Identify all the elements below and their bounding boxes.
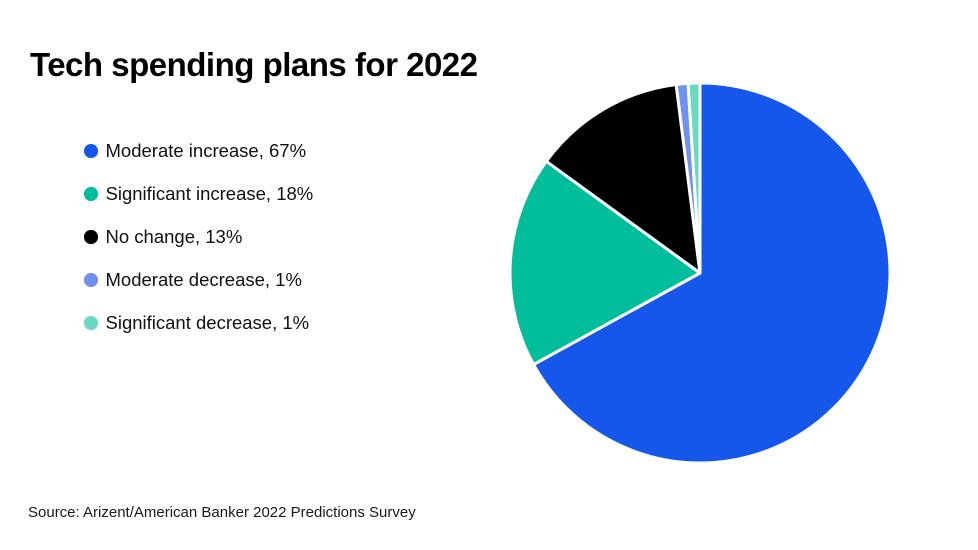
pie-slice-significant-increase: [508, 159, 702, 367]
pie-slice-no-change: [544, 83, 702, 275]
pie-chart: [508, 81, 892, 465]
legend-label: Moderate increase, 67%: [105, 140, 307, 161]
pie-slice-moderate-increase: [532, 81, 892, 465]
source-text: Source: Arizent/American Banker 2022 Pre…: [28, 504, 416, 521]
legend-label: Moderate decrease, 1%: [105, 269, 302, 290]
legend-item-moderate-decrease: Moderate decrease, 1%: [84, 268, 313, 292]
legend-label: No change, 13%: [105, 226, 243, 247]
legend-swatch-icon: [84, 230, 98, 244]
legend-swatch-icon: [84, 273, 98, 287]
legend: Moderate increase, 67% Significant increa…: [84, 139, 313, 335]
legend-label: Significant decrease, 1%: [105, 312, 310, 333]
pie-chart-container: [508, 81, 892, 465]
pie-slice-significant-decrease: [686, 81, 702, 275]
legend-swatch-icon: [84, 187, 98, 201]
legend-item-no-change: No change, 13%: [84, 225, 313, 249]
legend-item-significant-increase: Significant increase, 18%: [84, 182, 313, 206]
legend-swatch-icon: [84, 316, 98, 330]
legend-item-moderate-increase: Moderate increase, 67%: [84, 139, 313, 163]
legend-item-significant-decrease: Significant decrease, 1%: [84, 311, 313, 335]
page-title: Tech spending plans for 2022: [30, 46, 478, 84]
legend-label: Significant increase, 18%: [105, 183, 314, 204]
legend-swatch-icon: [84, 144, 98, 158]
